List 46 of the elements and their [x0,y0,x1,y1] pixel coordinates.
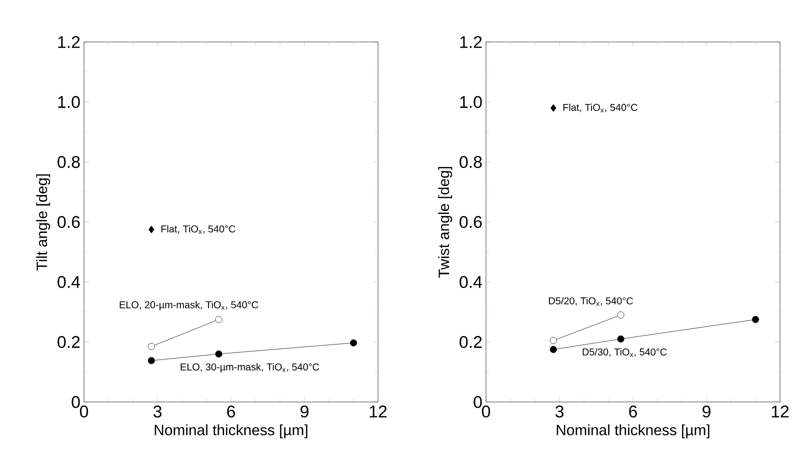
series-label: Flat, TiO$_{x}$, 540°C [563,104,638,112]
point [148,357,155,364]
point [215,350,222,358]
point [550,346,557,353]
y-tick-label: 0.4 [58,276,80,288]
y-tick-label: 0.2 [58,336,80,348]
series-label: Flat, TiO$_{x}$, 540°C [161,225,236,234]
point [752,316,760,323]
y-tick-label: 0.2 [460,336,482,348]
x-tick-label: 12 [772,406,789,418]
series-label: D5/30, TiO$_{x}$, 540°C [582,348,667,357]
y-tick-label: 0.6 [58,216,80,228]
x-tick-label: 3 [153,406,162,418]
y-tick-label: 0.4 [460,276,482,288]
y-axis-title: Tilt angle [deg] [36,174,50,270]
series-label: ELO, 30-µm-mask, TiO$_{x}$, 540°C [180,363,320,372]
y-tick-label: 0.8 [460,156,482,168]
point [148,226,154,234]
series-label: D5/20, TiO$_{x}$, 540°C [549,297,633,306]
point [350,339,358,346]
y-tick-label: 1.2 [58,36,80,48]
x-tick-label: 0 [80,406,88,418]
x-axis-title: Nominal thickness [µm] [154,424,308,438]
y-tick-label: 1.0 [460,96,482,108]
y-tick-label: 0.6 [460,216,482,228]
y-axis-title: Twist angle [deg] [438,167,452,278]
point [215,316,222,323]
y-tick-label: 1.2 [460,36,482,48]
point [617,335,624,342]
y-tick-label: 1.0 [58,96,80,108]
y-tick-label: 0.8 [58,156,80,168]
x-tick-label: 6 [227,406,235,418]
x-axis-title: Nominal thickness [µm] [556,424,710,438]
x-tick-label: 0 [482,406,490,418]
point [550,336,557,344]
x-tick-label: 3 [555,406,564,418]
x-tick-label: 12 [370,406,387,418]
point [550,104,556,112]
x-tick-label: 9 [702,406,710,418]
point [617,311,624,318]
y-tick-label: 0 [72,396,80,408]
y-tick-label: 0 [474,396,482,408]
text: ELO, 20-µm-mask, TiO$_{x}$, 540°C [120,301,258,310]
point [148,342,155,350]
x-tick-label: 6 [629,406,637,418]
x-tick-label: 9 [300,406,308,418]
